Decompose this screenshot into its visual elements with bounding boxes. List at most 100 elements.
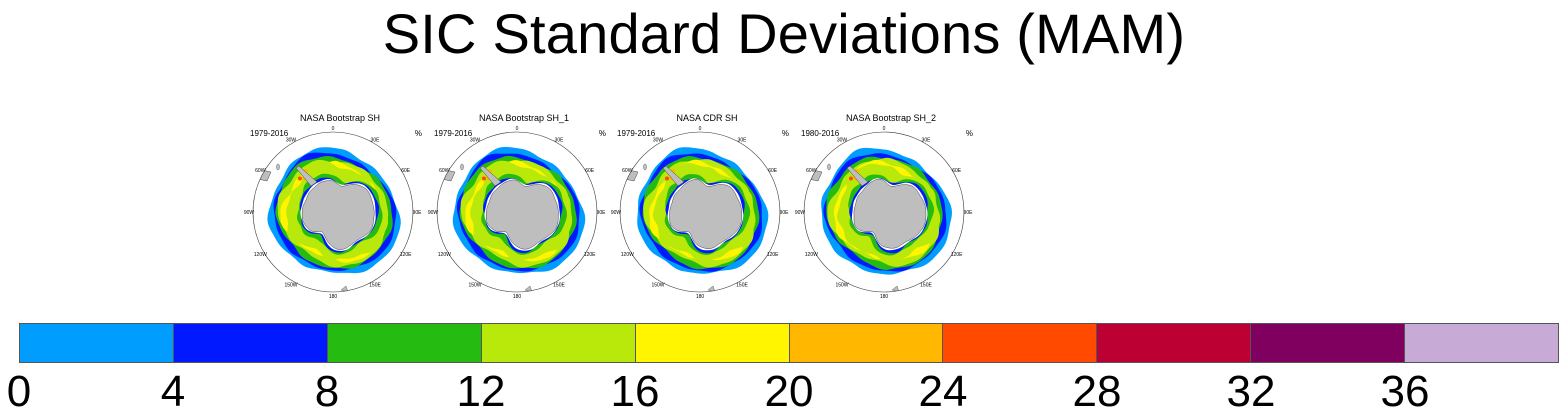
antarctic-peninsula [846, 165, 869, 187]
colorbar-tick-label: 4 [160, 367, 186, 416]
longitude-label: 60W [439, 168, 450, 174]
longitude-label: 150E [736, 283, 748, 289]
longitude-label: 60E [401, 168, 411, 174]
longitude-label: 90E [413, 210, 423, 216]
longitude-label: 90W [428, 210, 439, 216]
panel-units: % [414, 129, 422, 138]
panel-period: 1980-2016 [801, 129, 840, 138]
map-panel-cdr-sh: NASA CDR SH 1979-2016 % 0 30E 60E 90E 120E 15… [611, 112, 797, 302]
island [827, 163, 831, 171]
longitude-label: 150W [468, 283, 481, 289]
longitude-label: 90E [597, 210, 607, 216]
island [276, 163, 280, 171]
colorbar-swatch [327, 324, 482, 362]
longitude-label: 120W [621, 252, 634, 258]
longitude-label: 60E [768, 168, 778, 174]
polar-map: 0 30E 60E 90E 120E 150E 180 150W 120W 90W 60W 30W [244, 126, 423, 300]
sic-blob [297, 176, 302, 181]
longitude-label: 90W [611, 210, 622, 216]
longitude-label: 30E [738, 137, 748, 143]
longitude-label: 30E [922, 137, 932, 143]
panel-units: % [781, 129, 789, 138]
longitude-label: 0 [699, 126, 702, 132]
longitude-label: 60W [806, 168, 817, 174]
colorbar-swatch [1097, 324, 1252, 362]
colorbar-tick-label: 8 [314, 367, 340, 416]
longitude-label: 90E [964, 210, 974, 216]
island [643, 163, 647, 171]
antarctica-landmass [853, 178, 927, 249]
longitude-label: 120W [254, 252, 267, 258]
antarctic-peninsula [295, 165, 318, 187]
colorbar-tick-label: 36 [1380, 367, 1430, 416]
island [460, 163, 464, 171]
panel-period: 1979-2016 [250, 129, 289, 138]
map-panel-bootstrap-sh: NASA Bootstrap SH 1979-2016 % 0 30E 60E 90E… [244, 112, 430, 302]
longitude-label: 150E [369, 283, 381, 289]
colorbar-swatch [635, 324, 790, 362]
longitude-label: 150E [553, 283, 565, 289]
colorbar-tick-label: 12 [456, 367, 506, 416]
longitude-label: 60E [585, 168, 595, 174]
polar-map: 0 30E 60E 90E 120E 150E 180 150W 120W 90W 60W 30W [795, 126, 974, 300]
longitude-label: 30W [653, 137, 664, 143]
panel-period: 1979-2016 [434, 129, 473, 138]
longitude-label: 180 [513, 294, 522, 300]
colorbar [19, 323, 1559, 363]
panel-period: 1979-2016 [617, 129, 656, 138]
longitude-label: 150E [920, 283, 932, 289]
longitude-label: 180 [696, 294, 705, 300]
longitude-label: 0 [332, 126, 335, 132]
longitude-label: 150W [284, 283, 297, 289]
map-content [437, 132, 597, 292]
longitude-label: 30W [286, 137, 297, 143]
longitude-label: 120E [584, 252, 596, 258]
sic-blob [664, 176, 669, 181]
longitude-label: 180 [880, 294, 889, 300]
map-boundary [436, 131, 598, 293]
longitude-label: 30W [837, 137, 848, 143]
longitude-label: 30E [371, 137, 381, 143]
longitude-label: 60W [622, 168, 633, 174]
longitude-label: 0 [516, 126, 519, 132]
longitude-label: 60W [255, 168, 266, 174]
map-content [620, 132, 780, 292]
colorbar-swatch [1251, 324, 1406, 362]
sic-blob [481, 176, 486, 181]
longitude-label: 30W [470, 137, 481, 143]
colorbar-tick-label: 20 [764, 367, 814, 416]
longitude-label: 0 [883, 126, 886, 132]
polar-map: 0 30E 60E 90E 120E 150E 180 150W 120W 90W 60W 30W [611, 126, 789, 300]
longitude-label: 90W [795, 210, 806, 216]
longitude-label: 180 [329, 294, 338, 300]
longitude-label: 150W [835, 283, 848, 289]
colorbar-tick-label: 28 [1072, 367, 1122, 416]
colorbar-swatch [943, 324, 1098, 362]
colorbar-swatch [20, 324, 174, 362]
map-content [253, 132, 413, 292]
longitude-label: 120E [767, 252, 779, 258]
longitude-label: 150W [651, 283, 664, 289]
antarctica-landmass [301, 180, 375, 250]
antarctica-landmass [669, 179, 742, 249]
longitude-label: 120E [400, 252, 412, 258]
longitude-label: 30E [555, 137, 565, 143]
map-content [804, 132, 964, 292]
panel-units: % [965, 129, 973, 138]
longitude-label: 90W [244, 210, 255, 216]
map-boundary [619, 131, 781, 293]
panel-title: NASA Bootstrap SH_2 [845, 113, 937, 123]
map-panel-bootstrap-sh-1: NASA Bootstrap SH_1 1979-2016 % 0 30E 60E 9… [428, 112, 614, 302]
map-panel-bootstrap-sh-2: NASA Bootstrap SH_2 1980-2016 % 0 30E 60E 9… [795, 112, 981, 302]
colorbar-tick-label: 16 [610, 367, 660, 416]
colorbar-tick-label: 0 [6, 367, 32, 416]
colorbar-swatch [1405, 324, 1559, 362]
colorbar-swatch [789, 324, 944, 362]
antarctic-peninsula [662, 165, 685, 187]
colorbar-tick-label: 32 [1226, 367, 1276, 416]
colorbar-swatch [481, 324, 636, 362]
figure-title: SIC Standard Deviations (MAM) [382, 2, 1186, 65]
panel-title: NASA CDR SH [676, 113, 738, 123]
longitude-label: 120W [438, 252, 451, 258]
longitude-label: 120E [951, 252, 963, 258]
